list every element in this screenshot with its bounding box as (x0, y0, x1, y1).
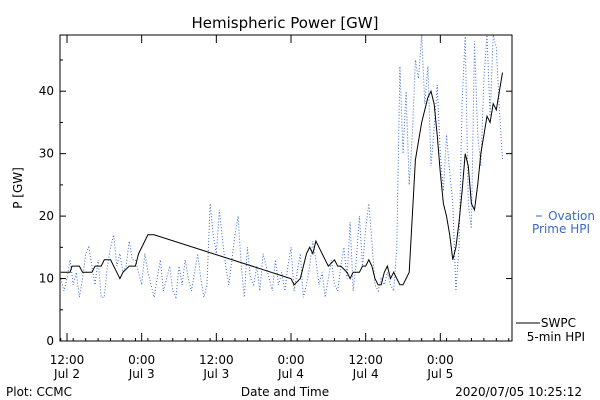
y-tick-label: 30 (39, 147, 54, 161)
x-tick-label-time: 0:00 (427, 353, 454, 367)
legend-ovation-label-line2: Prime HPI (532, 222, 590, 236)
x-tick-label-time: 12:00 (50, 353, 85, 367)
legend: SWPC 5-min HPI Ovation Prime HPI (516, 209, 595, 344)
legend-ovation-label-line1: Ovation (548, 209, 595, 223)
x-tick-label-date: Jul 3 (128, 367, 155, 381)
x-tick-label-date: Jul 3 (202, 367, 229, 381)
x-tick-label-time: 12:00 (348, 353, 383, 367)
x-tick-label-time: 0:00 (278, 353, 305, 367)
y-axis-label: P [GW] (11, 167, 25, 209)
x-tick-label-time: 12:00 (199, 353, 234, 367)
y-axis-ticks: 0 10 20 30 40 (39, 59, 512, 348)
series-layer (60, 35, 503, 300)
x-tick-label-date: Jul 2 (53, 367, 80, 381)
y-tick-label: 10 (39, 272, 54, 286)
x-tick-label-date: Jul 4 (352, 367, 379, 381)
x-tick-label-date: Jul 5 (426, 367, 453, 381)
footer-left-label: Plot: CCMC (6, 385, 72, 399)
ovation-series-line (60, 35, 503, 300)
footer-timestamp: 2020/07/05 10:25:12 (455, 385, 582, 399)
plot-frame (59, 34, 513, 342)
x-tick-label-date: Jul 4 (277, 367, 304, 381)
swpc-series-line (60, 72, 503, 286)
x-tick-label-time: 0:00 (128, 353, 155, 367)
y-tick-label: 20 (39, 209, 54, 223)
x-axis-label: Date and Time (241, 385, 329, 399)
y-tick-label: 40 (39, 84, 54, 98)
legend-swpc-label-line2: 5-min HPI (527, 330, 585, 344)
y-tick-label: 0 (46, 334, 54, 348)
chart-title: Hemispheric Power [GW] (192, 14, 379, 32)
legend-swpc-label-line1: SWPC (541, 316, 576, 330)
